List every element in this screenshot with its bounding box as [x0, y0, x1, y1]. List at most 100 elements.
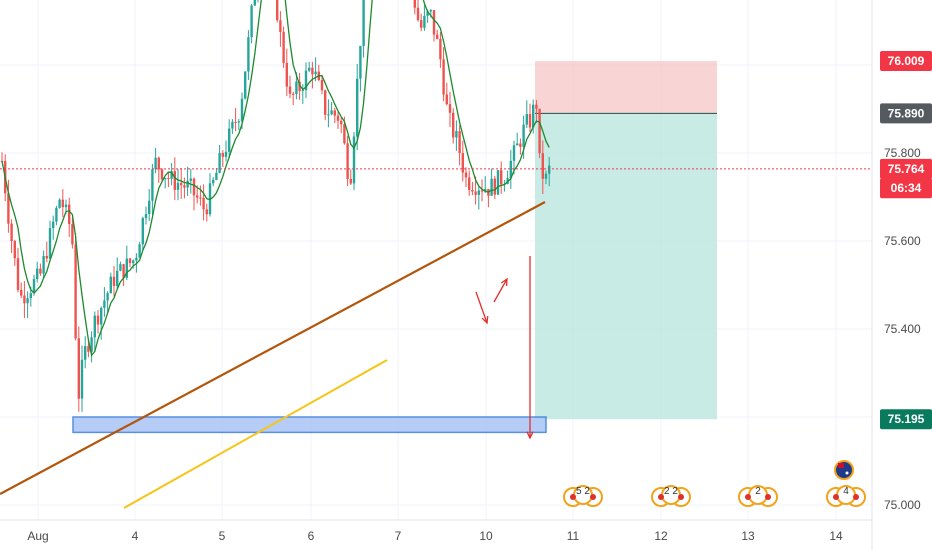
- candle-body: [285, 62, 288, 87]
- candle-body: [320, 80, 324, 91]
- price-badge[interactable]: [880, 103, 932, 124]
- x-tick-label: 10: [479, 529, 493, 543]
- candle-body: [116, 270, 119, 287]
- candle-body: [52, 221, 55, 229]
- candle-body: [336, 115, 340, 121]
- take-profit-zone[interactable]: [535, 113, 717, 420]
- events-row[interactable]: 5 2 2 2 2 4: [563, 460, 866, 507]
- candle-body: [413, 0, 416, 8]
- candle-body: [183, 185, 186, 188]
- candle-body: [455, 131, 458, 138]
- candle-body: [304, 70, 308, 91]
- candle-body: [135, 257, 138, 261]
- x-tick-label: Aug: [27, 529, 48, 543]
- flag-icon: [678, 494, 684, 500]
- candle-body: [359, 45, 362, 79]
- candle-body: [151, 169, 154, 201]
- time-axis[interactable]: Aug 4 5 6 7 10 11 12 13 14: [0, 519, 872, 543]
- candle-body: [288, 86, 292, 94]
- arrow-down-1[interactable]: [475, 291, 488, 324]
- flag-icon: [853, 494, 859, 500]
- candle-body: [186, 180, 189, 188]
- candle-body: [170, 171, 173, 179]
- candle-body: [500, 170, 503, 185]
- candle-body: [71, 224, 74, 245]
- event-marker[interactable]: 2: [738, 485, 778, 507]
- candle-body: [176, 182, 180, 190]
- candle-body: [295, 81, 298, 95]
- candle-body: [468, 177, 471, 190]
- candle-body: [522, 124, 525, 147]
- candle-body: [308, 67, 311, 71]
- candle-body: [301, 90, 304, 92]
- candle-body: [26, 298, 29, 304]
- candle-body: [493, 178, 496, 195]
- candle-body: [346, 143, 349, 179]
- price-badge[interactable]: [880, 158, 932, 179]
- parallel-line[interactable]: [123, 359, 388, 509]
- event-marker[interactable]: 5 2: [563, 485, 603, 507]
- candle-body: [68, 204, 71, 225]
- support-zone[interactable]: [72, 416, 547, 434]
- flag-icon: [570, 494, 576, 500]
- candle-body: [20, 289, 23, 296]
- price-axis[interactable]: 76.60076.40076.20076.00075.80075.60075.4…: [871, 0, 932, 550]
- candle-body: [330, 110, 333, 115]
- candle-body: [237, 121, 240, 123]
- flag-marker[interactable]: [834, 460, 854, 480]
- price-badge[interactable]: [880, 409, 932, 430]
- candle-body: [311, 67, 314, 75]
- candle-body: [199, 197, 202, 199]
- event-marker[interactable]: 2 2: [651, 485, 691, 507]
- arrow-up-head: [500, 277, 508, 287]
- candle-body: [231, 121, 234, 129]
- candle-body: [442, 59, 445, 95]
- candle-body: [125, 258, 128, 278]
- price-badge[interactable]: [880, 51, 932, 72]
- candle-body: [13, 241, 16, 259]
- candle-body: [215, 172, 218, 180]
- position-box[interactable]: [535, 61, 717, 420]
- event-count: 4: [843, 486, 849, 497]
- candle-body: [445, 94, 448, 105]
- candle-body: [535, 104, 538, 109]
- flag-icon: [658, 494, 664, 500]
- candle-body: [157, 157, 160, 170]
- candle-body: [426, 11, 429, 16]
- flag-icon: [765, 494, 771, 500]
- price-badge[interactable]: [880, 178, 932, 199]
- candle-body: [144, 213, 148, 219]
- candle-body: [324, 90, 327, 115]
- candles: [0, 0, 551, 412]
- candle-body: [333, 110, 336, 116]
- candle-body: [352, 136, 356, 184]
- candle-body: [16, 258, 20, 290]
- candle-body: [74, 244, 77, 339]
- price-badge-label: 75.890: [888, 106, 925, 120]
- candle-body: [282, 31, 285, 63]
- arrow-up[interactable]: [493, 278, 508, 303]
- event-marker[interactable]: 4: [826, 485, 866, 507]
- candle-body: [240, 98, 244, 122]
- candle-body: [356, 78, 359, 137]
- event-count: 2 2: [664, 486, 678, 497]
- event-count: 5 2: [576, 486, 590, 497]
- candle-body: [218, 152, 221, 173]
- flag-union-icon: [838, 463, 844, 468]
- candle-body: [77, 338, 80, 399]
- drawings[interactable]: [0, 168, 872, 509]
- candle-body: [477, 190, 480, 195]
- trendline[interactable]: [0, 201, 546, 495]
- candle-body: [292, 93, 295, 95]
- ma-line: [1, 0, 550, 357]
- candle-body: [45, 255, 48, 259]
- candle-body: [103, 300, 106, 308]
- candle-body: [212, 179, 215, 184]
- candle-body: [32, 279, 36, 294]
- stop-loss-zone[interactable]: [535, 61, 717, 114]
- candle-body: [327, 114, 330, 116]
- candle-body: [87, 346, 90, 352]
- candle-body: [496, 170, 500, 195]
